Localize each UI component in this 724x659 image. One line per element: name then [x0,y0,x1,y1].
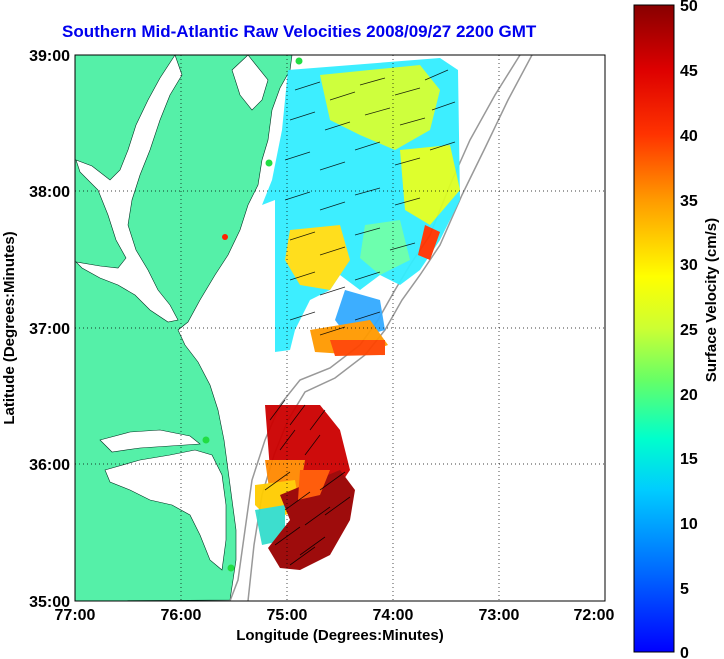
x-tick-label: 75:00 [267,607,308,624]
map-title: Southern Mid-Atlantic Raw Velocities 200… [62,22,537,41]
albemarle-sound [99,429,201,453]
y-axis-label: Latitude (Degrees:Minutes) [1,231,18,424]
colorbar [633,4,675,653]
colorbar-label: Surface Velocity (cm/s) [703,218,720,382]
chesapeake-bay [75,55,183,323]
colorbar-tick-label: 5 [680,581,689,598]
radar-station [227,564,235,572]
colorbar-tick-label: 25 [680,322,698,339]
x-tick-label: 73:00 [479,607,520,624]
colorbar-ticks: 0 5 10 15 20 25 30 35 40 45 50 [680,0,698,659]
x-tick-label: 76:00 [161,607,202,624]
radar-station [202,436,210,444]
colorbar-tick-label: 0 [680,645,689,659]
radar-station [295,57,303,65]
delaware-bay [231,55,269,111]
radar-station [222,234,228,240]
y-tick-label: 36:00 [29,457,70,474]
grid-lines [75,55,605,601]
colorbar-tick-label: 35 [680,193,698,210]
velocity-vectors [264,69,456,566]
colorbar-tick-label: 20 [680,387,698,404]
y-tick-labels: 39:00 38:00 37:00 36:00 35:00 [29,48,70,611]
x-tick-label: 74:00 [373,607,414,624]
colorbar-tick-label: 15 [680,451,698,468]
colorbar-tick-label: 10 [680,516,698,533]
colorbar-tick-label: 40 [680,128,698,145]
y-tick-label: 39:00 [29,48,70,65]
plot-frame [74,54,606,602]
x-tick-labels: 77:00 76:00 75:00 74:00 73:00 72:00 [55,607,615,624]
colorbar-tick-label: 30 [680,257,698,274]
radar-station [265,159,273,167]
pamlico-sound [104,449,227,571]
x-axis-label: Longitude (Degrees:Minutes) [236,627,444,644]
y-tick-label: 38:00 [29,184,70,201]
x-tick-label: 77:00 [55,607,96,624]
colorbar-tick-label: 50 [680,0,698,15]
x-tick-label: 72:00 [574,607,615,624]
y-tick-label: 35:00 [29,594,70,611]
y-tick-label: 37:00 [29,321,70,338]
colorbar-tick-label: 45 [680,63,698,80]
